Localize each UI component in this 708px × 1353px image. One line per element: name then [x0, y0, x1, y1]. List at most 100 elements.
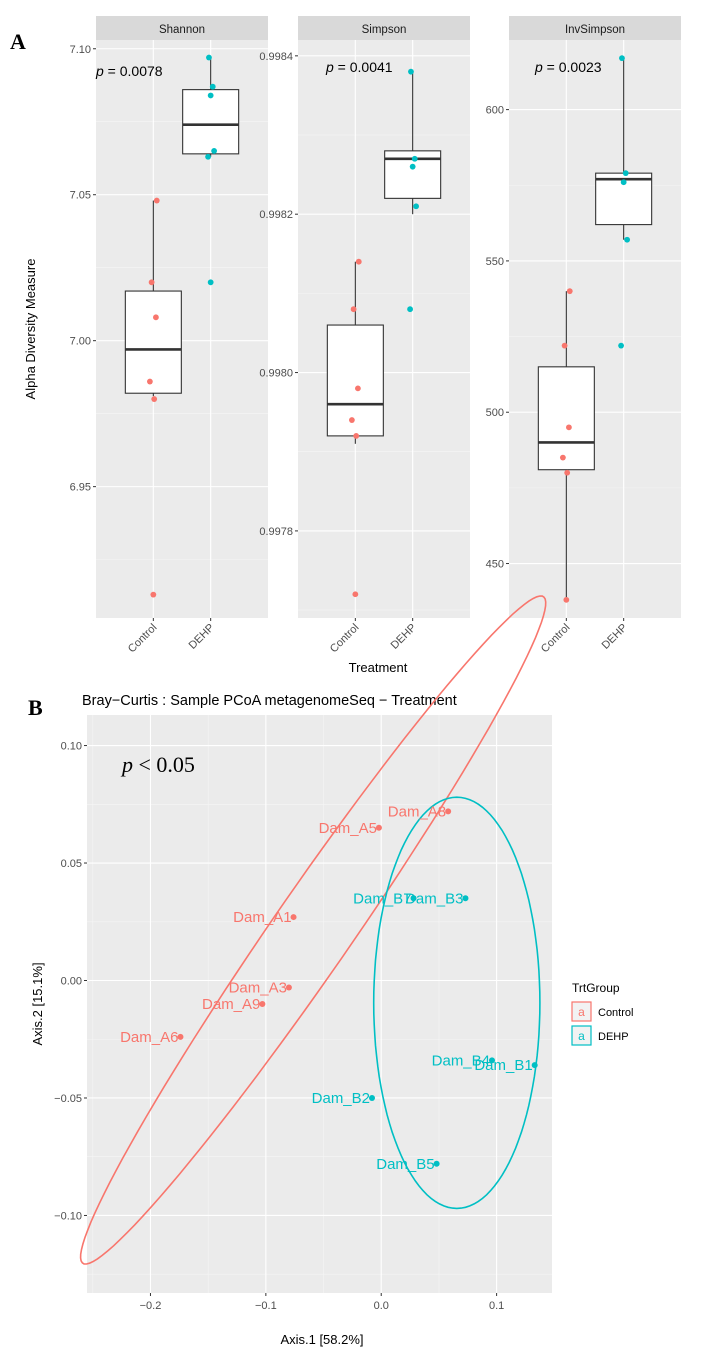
- data-point-control: [566, 424, 572, 431]
- plot-panel-invsimpson: [509, 40, 681, 618]
- facet-simpson: Simpson 0.9978 0.9980 0.9982 0.9984 Control…: [259, 16, 470, 655]
- boxes: [124, 57, 240, 397]
- data-point-dehp: [409, 163, 416, 170]
- data-point-control: [352, 591, 359, 598]
- y-tick-label: 550: [486, 256, 504, 268]
- data-point-control: [561, 342, 568, 349]
- data-point-control: [348, 417, 355, 423]
- data-point-control: [146, 378, 153, 385]
- legend-label-control: Control: [598, 1007, 633, 1019]
- facet-strip-label: Shannon: [159, 24, 205, 36]
- point-label: Dam_B1: [474, 1057, 532, 1074]
- data-point-control: [355, 258, 362, 265]
- x-tick-label: −0.2: [140, 1300, 162, 1312]
- data-point-dam-a9: [259, 1001, 266, 1007]
- y-tick-label: 6.95: [70, 482, 91, 494]
- y-ticks: 6.95 7.00 7.05 7.10: [70, 44, 96, 494]
- facet-shannon: Shannon 6.95 7.00 7.05 7.10 Control DEHP p =…: [70, 16, 268, 655]
- point-label: Dam_B4: [432, 1052, 490, 1069]
- legend-key-dehp: [571, 1025, 592, 1046]
- data-point-dam-a3: [285, 984, 292, 991]
- y-tick-label: 0.10: [61, 741, 82, 753]
- data-point-dam-b3: [462, 895, 469, 902]
- point-label: Dam_B7: [353, 890, 411, 907]
- data-point-dehp: [620, 179, 627, 186]
- p-value-annotation: p < 0.05: [120, 752, 195, 777]
- y-ticks: 0.9978 0.9980 0.9982 0.9984: [259, 51, 298, 538]
- y-ticks: −0.10 −0.05 0.00 0.05 0.10: [54, 741, 87, 1222]
- p-value-label: p = 0.0023: [534, 59, 602, 75]
- data-point-dehp: [407, 306, 413, 313]
- legend: TrtGroup a Control a DEHP: [571, 981, 633, 1046]
- data-point-control: [355, 385, 361, 392]
- data-point-control: [353, 432, 360, 439]
- plot-panel-simpson: [298, 40, 470, 618]
- data-point-dehp: [211, 148, 218, 154]
- y-tick-label: 0.00: [61, 976, 82, 988]
- y-tick-label: 0.9982: [259, 209, 293, 221]
- data-point-dehp: [207, 279, 214, 286]
- y-tick-label: −0.10: [54, 1210, 82, 1222]
- data-point-control: [153, 197, 160, 204]
- box-control: [326, 324, 384, 437]
- data-point-control: [350, 306, 357, 313]
- x-tick-label: DEHP: [187, 622, 217, 652]
- y-tick-label: −0.05: [54, 1093, 82, 1105]
- data-point-control: [564, 469, 571, 476]
- plot-panel-shannon: [96, 40, 268, 618]
- x-tick-label: 0.1: [489, 1300, 504, 1312]
- data-point-control: [563, 596, 570, 603]
- ellipse-dehp: [372, 796, 541, 1210]
- box-control: [537, 366, 595, 471]
- x-ticks: Control DEHP: [539, 618, 630, 655]
- point-label: Dam_B5: [376, 1156, 434, 1173]
- pcoa-title: Bray−Curtis : Sample PCoA metagenomeSeq …: [82, 693, 457, 709]
- y-tick-label: 7.05: [70, 190, 91, 202]
- point-label: Dam_A8: [388, 803, 446, 820]
- y-tick-label: 0.9978: [259, 526, 293, 538]
- y-axis-title-axis2: Axis.2 [15.1%]: [30, 962, 45, 1045]
- data-point-dam-b1: [531, 1062, 538, 1069]
- data-point-dehp: [624, 236, 631, 243]
- data-point-dam-a6: [177, 1033, 184, 1040]
- boxes: [326, 71, 442, 444]
- x-ticks: −0.2 −0.1 0.0 0.1: [140, 1293, 504, 1312]
- x-tick-label: Control: [126, 622, 160, 656]
- y-tick-label: 7.00: [70, 336, 91, 348]
- points: [348, 68, 420, 598]
- y-tick-label: 450: [486, 559, 504, 571]
- x-tick-label: DEHP: [600, 622, 630, 652]
- y-tick-label: 0.9980: [259, 368, 293, 380]
- x-tick-label: −0.1: [255, 1300, 277, 1312]
- pcoa-plot: Bray−Curtis : Sample PCoA metagenomeSeq …: [30, 595, 552, 1347]
- x-tick-label: DEHP: [389, 622, 419, 652]
- data-point-dam-b4: [489, 1057, 495, 1064]
- data-point-dam-b2: [369, 1094, 375, 1101]
- box-dehp: [182, 89, 240, 155]
- legend-title: TrtGroup: [572, 981, 620, 995]
- x-axis-title-treatment: Treatment: [349, 660, 408, 675]
- data-point-control: [153, 314, 159, 321]
- y-tick-label: 0.05: [61, 858, 82, 870]
- panel-letter-b: B: [28, 695, 43, 720]
- data-point-dam-a1: [290, 914, 297, 921]
- data-point-dehp: [408, 68, 414, 75]
- point-label: Dam_A1: [233, 909, 291, 926]
- y-tick-label: 7.10: [70, 44, 91, 56]
- point-label: Dam_A6: [120, 1029, 178, 1046]
- data-point-dehp: [206, 54, 212, 61]
- facet-strip-shannon: [96, 16, 268, 40]
- data-point-dehp: [411, 155, 418, 162]
- data-point-dehp: [618, 342, 624, 349]
- data-point-dam-a8: [445, 808, 452, 815]
- ellipse-control: [79, 595, 547, 1265]
- panel-letter-a: A: [10, 29, 26, 54]
- box-control: [124, 290, 182, 394]
- legend-label-dehp: DEHP: [598, 1031, 629, 1043]
- data-point-dehp: [413, 203, 420, 210]
- points: [559, 55, 631, 603]
- facet-strip-invsimpson: [509, 16, 681, 40]
- y-axis-title-alpha: Alpha Diversity Measure: [23, 259, 38, 400]
